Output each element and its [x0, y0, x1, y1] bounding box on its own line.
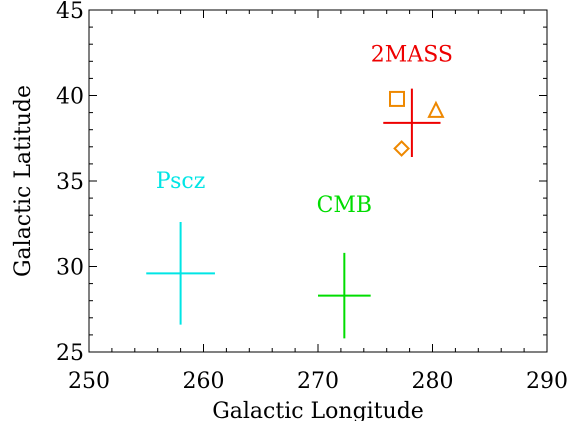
- data-points: Pscz CMB 2MASS: [146, 42, 453, 339]
- x-tick-label: 280: [412, 369, 454, 394]
- point-cmb: CMB: [317, 193, 373, 339]
- x-axis-label: Galactic Longitude: [212, 399, 424, 421]
- x-tick-label: 260: [183, 369, 225, 394]
- diamond-marker: [393, 140, 410, 157]
- point-2mass: 2MASS: [371, 42, 453, 158]
- marker-points: [389, 90, 445, 157]
- x-tick-label: 290: [526, 369, 568, 394]
- y-axis-label: Galactic Latitude: [11, 85, 36, 277]
- y-tick-label: 40: [56, 85, 84, 110]
- y-tick-label: 25: [56, 341, 84, 366]
- point-label: 2MASS: [371, 42, 453, 67]
- y-tick-label: 30: [56, 256, 84, 281]
- square-marker: [389, 90, 406, 107]
- x-tick-label: 250: [68, 369, 110, 394]
- y-tick-label: 35: [56, 170, 84, 195]
- point-label: CMB: [317, 193, 373, 218]
- y-tick-label: 45: [56, 0, 84, 24]
- y-axis-ticks: 25 30 35 40 45: [56, 0, 547, 366]
- triangle-marker: [427, 100, 445, 118]
- x-axis-ticks: 250 260 270 280 290: [68, 10, 568, 394]
- point-pscz: Pscz: [146, 169, 215, 325]
- point-label: Pscz: [156, 169, 205, 194]
- x-tick-label: 270: [297, 369, 339, 394]
